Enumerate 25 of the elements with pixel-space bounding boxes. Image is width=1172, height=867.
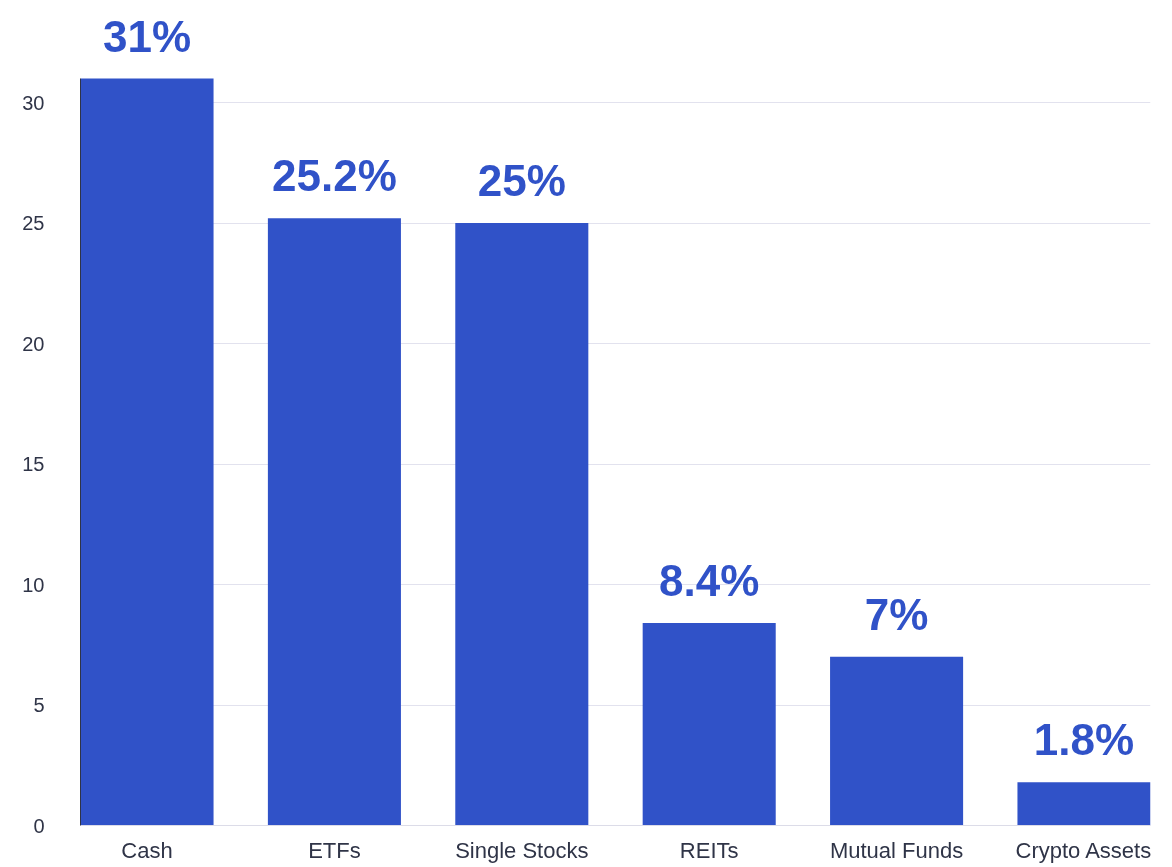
x-tick-label: Mutual Funds	[829, 837, 964, 863]
y-tick-label: 30	[22, 91, 45, 114]
bar	[455, 223, 589, 826]
bar	[642, 623, 776, 826]
bar	[1017, 782, 1151, 826]
data-label: 25%	[477, 156, 566, 206]
data-label: 25.2%	[272, 151, 397, 201]
x-tick-label: ETFs	[308, 837, 361, 863]
x-tick-label: REITs	[679, 837, 739, 863]
data-label: 1.8%	[1033, 715, 1135, 765]
y-tick-label: 5	[33, 694, 45, 717]
bar	[80, 78, 214, 826]
y-tick-label: 20	[22, 332, 45, 355]
bar	[267, 218, 401, 826]
y-tick-label: 10	[22, 573, 45, 596]
x-tick-label: Crypto Assets	[1015, 837, 1152, 863]
bar	[830, 656, 964, 826]
data-label: 7%	[864, 589, 929, 639]
data-label: 31%	[102, 11, 192, 61]
data-label: 8.4%	[659, 556, 760, 606]
x-tick-label: Single Stocks	[455, 837, 589, 863]
y-tick-label: 0	[33, 814, 45, 837]
y-tick-label: 15	[22, 453, 45, 476]
y-tick-label: 25	[22, 212, 45, 235]
x-tick-label: Cash	[121, 837, 173, 863]
